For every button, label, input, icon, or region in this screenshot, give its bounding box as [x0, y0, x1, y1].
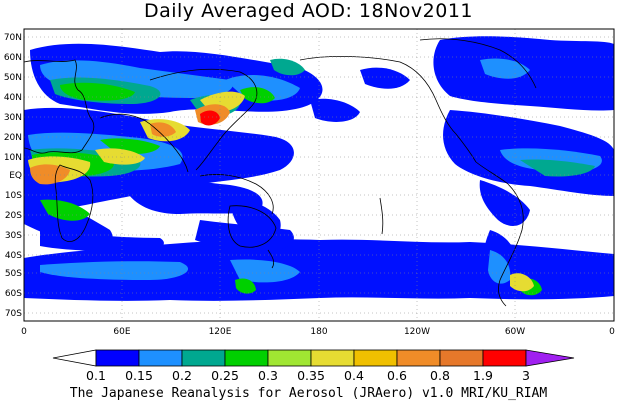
lat-label: 40S: [5, 251, 22, 261]
colorbar-labels: 0.1 0.15 0.2 0.25 0.3 0.35 0.4 0.6 0.8 1…: [86, 368, 530, 383]
colorbar-swatch: [224, 349, 269, 367]
coastlines: [24, 38, 537, 307]
lat-label: 20S: [5, 211, 22, 221]
colorbar-label: 0.25: [211, 368, 239, 383]
lon-label: 120W: [404, 327, 430, 337]
colorbar-label: 0.6: [387, 368, 407, 383]
lat-label: 50N: [4, 73, 22, 83]
lat-label: 50S: [5, 269, 22, 279]
lat-label: 30S: [5, 231, 22, 241]
colorbar-swatch: [353, 349, 398, 367]
colorbar-right-arrow: [525, 349, 575, 367]
aod-fields: [24, 29, 614, 321]
map-title: Daily Averaged AOD: 18Nov2011: [143, 0, 474, 22]
lat-label: 60S: [5, 289, 22, 299]
colorbar-swatch: [138, 349, 183, 367]
colorbar-swatch: [482, 349, 527, 367]
colorbar: 0.1 0.15 0.2 0.25 0.3 0.35 0.4 0.6 0.8 1…: [52, 349, 575, 383]
colorbar-label: 0.3: [258, 368, 278, 383]
colorbar-swatch: [439, 349, 484, 367]
lat-label: 10N: [4, 153, 22, 163]
colorbar-label: 0.15: [125, 368, 153, 383]
colorbar-label: 0.35: [297, 368, 325, 383]
lat-label: 10S: [5, 191, 22, 201]
lat-label: EQ: [9, 171, 22, 181]
lon-label: 120E: [209, 327, 232, 337]
colorbar-label: 3: [522, 368, 530, 383]
colorbar-swatch: [396, 349, 441, 367]
colorbar-label: 0.1: [86, 368, 106, 383]
credit-line: The Japanese Reanalysis for Aerosol (JRA…: [69, 386, 548, 401]
lon-label: 180: [310, 327, 327, 337]
lat-label: 40N: [4, 93, 22, 103]
map-frame: [23, 28, 615, 322]
colorbar-label: 0.2: [172, 368, 192, 383]
colorbar-swatch: [310, 349, 355, 367]
lon-label: 0: [609, 327, 615, 337]
graticule: [24, 29, 614, 321]
longitude-labels: 0 60E 120E 180 120W 60W 0: [21, 327, 615, 337]
lon-label: 60W: [505, 327, 525, 337]
colorbar-swatch: [181, 349, 226, 367]
lat-label: 70S: [5, 309, 22, 319]
colorbar-label: 1.9: [473, 368, 493, 383]
lat-label: 60N: [4, 53, 22, 63]
latitude-labels: 70N 60N 50N 40N 30N 20N 10N EQ 10S 20S 3…: [4, 33, 22, 319]
lat-label: 30N: [4, 113, 22, 123]
aod-peak-patch: [200, 110, 220, 126]
lat-label: 70N: [4, 33, 22, 43]
lon-label: 0: [21, 327, 27, 337]
colorbar-swatch: [267, 349, 312, 367]
colorbar-label: 0.8: [430, 368, 450, 383]
colorbar-swatch: [95, 349, 140, 367]
colorbar-left-arrow: [52, 349, 97, 367]
lat-label: 20N: [4, 133, 22, 143]
lon-label: 60E: [113, 327, 130, 337]
colorbar-label: 0.4: [344, 368, 364, 383]
